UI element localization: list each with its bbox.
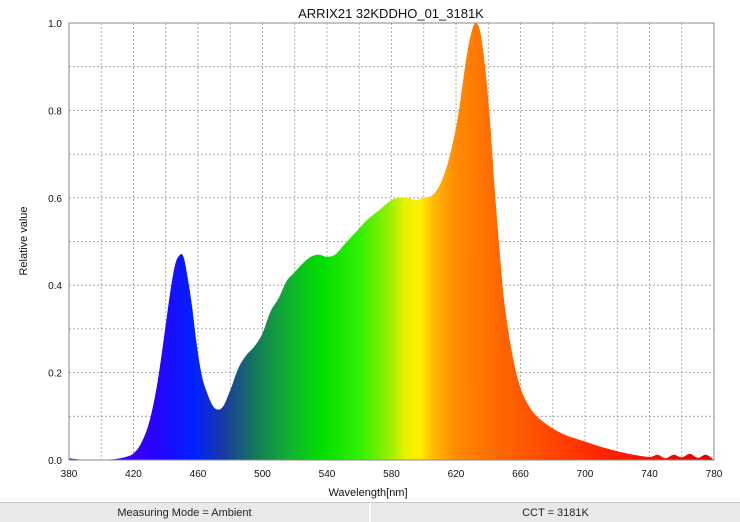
x-tick-label: 540 [319,469,336,480]
y-tick-label: 0.2 [48,369,62,380]
y-tick-labels: 0.0 0.2 0.4 0.6 0.8 1.0 [48,19,62,467]
y-tick-label: 0.4 [48,281,62,292]
spectrum-chart: 380 420 460 500 540 580 620 660 700 740 780 0.0 0.2… [18,6,723,499]
status-bar: Measuring Mode = Ambient CCT = 3181K [0,502,740,522]
x-tick-label: 660 [512,469,529,480]
x-tick-label: 420 [125,469,142,480]
x-tick-labels: 380 420 460 500 540 580 620 660 700 740 780 [61,469,723,480]
y-tick-label: 0.8 [48,106,62,117]
y-axis-label: Relative value [18,206,30,275]
plot-frame [68,22,715,461]
y-tick-label: 1.0 [48,19,62,30]
x-tick-label: 740 [641,469,658,480]
x-tick-label: 700 [577,469,594,480]
x-axis-label: Wavelength[nm] [328,487,407,499]
spectrum-area [69,22,714,460]
measuring-mode-label: Measuring Mode = Ambient [0,503,371,522]
cct-label: CCT = 3181K [371,503,740,522]
x-tick-label: 580 [383,469,400,480]
y-tick-label: 0.0 [48,456,62,467]
x-tick-label: 620 [448,469,465,480]
x-tick-label: 460 [190,469,207,480]
y-tick-label: 0.6 [48,194,62,205]
x-tick-label: 780 [706,469,723,480]
x-tick-label: 500 [254,469,271,480]
x-tick-label: 380 [61,469,78,480]
chart-title: ARRIX21 32KDDHO_01_3181K [298,6,484,21]
